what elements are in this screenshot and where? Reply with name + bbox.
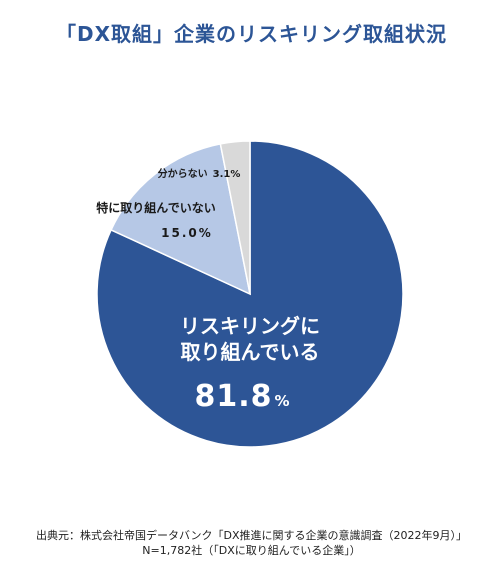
slice-label-reskilling-line2: 取り組んでいる xyxy=(181,340,320,364)
pie-slice-not-doing xyxy=(110,143,252,296)
source-line-1: 出典元：株式会社帝国データバンク「DX推進に関する企業の意識調査（2022年9月… xyxy=(35,529,468,542)
slice-label-unknown-text: 分からない xyxy=(158,167,208,180)
slice-label-not-doing: 特に取り組んでいない xyxy=(96,200,215,215)
source-line-2: N=1,782社（「DXに取り組んでいる企業」） xyxy=(142,544,361,557)
slice-value-reskilling: 81.8% xyxy=(194,379,289,414)
pie-slices xyxy=(96,140,404,448)
slice-value-unknown: 3.1% xyxy=(213,169,241,180)
chart-title: 「DX取組」企業のリスキリング取組状況 xyxy=(55,22,448,46)
slice-value-not-doing: 15.0% xyxy=(161,226,213,240)
slice-value-reskilling-unit: % xyxy=(275,392,290,410)
pie-slice-unknown xyxy=(219,140,251,295)
slice-label-unknown: 分からない 3.1% xyxy=(158,167,241,180)
slice-value-reskilling-number: 81.8 xyxy=(194,379,272,414)
slice-label-reskilling-line1: リスキリングに xyxy=(180,314,320,338)
source-note: 出典元：株式会社帝国データバンク「DX推進に関する企業の意識調査（2022年9月… xyxy=(0,528,503,558)
